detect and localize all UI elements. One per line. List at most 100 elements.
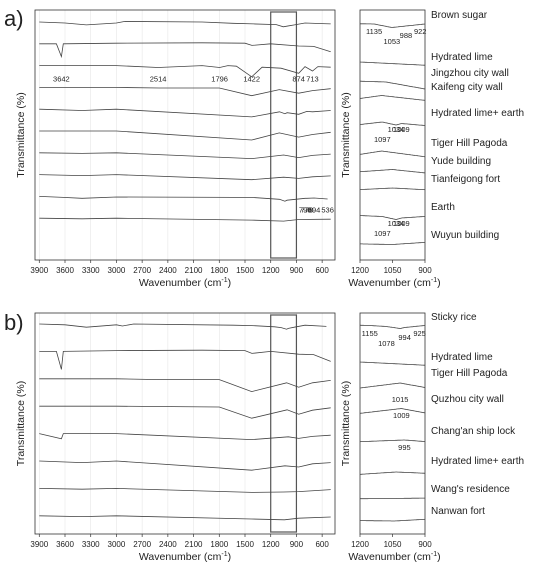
series-line (39, 174, 331, 181)
y-axis-label: Transmittance (%) (15, 381, 27, 466)
series-name-label: Jingzhou city wall (431, 68, 509, 79)
x-axis-label: Wavenumber (cm-1) (139, 551, 231, 563)
inset-series-line (359, 382, 426, 389)
peak-label: 874 (292, 75, 305, 84)
series-line (39, 130, 331, 141)
inset-series-line (360, 80, 426, 90)
series-line (39, 152, 331, 160)
x-tick-label: 1200 (262, 266, 280, 275)
series-line (39, 378, 331, 393)
x-tick-label: 600 (315, 266, 329, 275)
series-name-label: Tiger Hill Pagoda (431, 368, 508, 379)
inset-series-line (359, 361, 425, 366)
inset-x-axis-label: Wavenumber (cm-1) (348, 551, 440, 563)
series-name-label: Hydrated lime (431, 52, 493, 63)
inset-peak-label: 1135 (366, 27, 382, 36)
series-line (39, 460, 331, 471)
inset-peak-label: 1034 (388, 125, 405, 134)
inset-peak-label: 1078 (378, 339, 395, 348)
panel-label: a) (4, 6, 24, 31)
series-line (39, 433, 331, 441)
inset-y-axis-label: Transmittance (%) (340, 381, 352, 466)
inset-x-axis-label: Wavenumber (cm-1) (348, 277, 440, 289)
inset-peak-label: 922 (414, 27, 427, 36)
inset-y-axis-label: Transmittance (%) (340, 92, 352, 177)
chart-panel-1: b) 3900 3600 3300 3000 2700 2400 2100 1800 1500 12… (4, 310, 524, 563)
inset-peak-label: 1053 (384, 37, 401, 46)
series-line (39, 108, 331, 118)
peak-label: 1422 (243, 75, 260, 84)
inset-peak-label: 1009 (393, 411, 410, 420)
x-tick-label: 2700 (133, 540, 151, 549)
x-tick-label: 3900 (30, 266, 48, 275)
inset-x-tick-label: 1200 (351, 266, 369, 275)
x-axis-label: Wavenumber (cm-1) (139, 277, 231, 289)
x-tick-label: 900 (290, 266, 304, 275)
series-line (39, 65, 331, 78)
series-name-label: Kaifeng city wall (431, 82, 503, 93)
inset-series-line (359, 324, 426, 329)
inset-peak-label: 1097 (374, 135, 391, 144)
inset-series-line (359, 169, 426, 174)
series-name-label: Quzhou city wall (431, 394, 504, 405)
series-name-label: Nanwan fort (431, 506, 485, 517)
x-tick-label: 2400 (159, 540, 177, 549)
series-name-label: Earth (431, 202, 455, 213)
series-name-label: Chang'an ship lock (431, 426, 516, 437)
series-name-label: Hydrated lime+ earth (431, 108, 524, 119)
series-line (39, 349, 331, 370)
peak-label: 2514 (150, 75, 167, 84)
series-name-label: Hydrated lime+ earth (431, 456, 524, 467)
inset-peak-label: 1015 (392, 395, 409, 404)
chart-panel-0: a) 3900 3600 3300 3000 2700 2400 2100 1800 1500 12… (4, 6, 524, 289)
plot-frame (34, 312, 336, 535)
series-line (39, 323, 327, 330)
series-line (39, 405, 331, 419)
inset-series-line (360, 518, 426, 522)
inset-x-tick-label: 1050 (384, 540, 402, 549)
x-tick-label: 3600 (56, 540, 74, 549)
x-tick-label: 1800 (210, 540, 228, 549)
y-axis-label: Transmittance (%) (15, 92, 27, 177)
peak-label: 1796 (211, 75, 228, 84)
series-name-label: Wuyun building (431, 230, 499, 241)
inset-series-line (360, 242, 425, 245)
inset-peak-label: 988 (400, 31, 413, 40)
peak-label: 694 (308, 205, 321, 214)
inset-series-line (359, 150, 426, 158)
series-line (39, 217, 331, 222)
peak-label: 536 (321, 205, 334, 214)
x-tick-label: 1200 (262, 540, 280, 549)
plot-frame (34, 9, 336, 261)
series-name-label: Tianfeigong fort (431, 174, 500, 185)
x-tick-label: 2700 (133, 266, 151, 275)
series-name-label: Brown sugar (431, 10, 488, 21)
x-tick-label: 1500 (236, 266, 254, 275)
series-line (39, 42, 331, 59)
x-tick-label: 3300 (82, 540, 100, 549)
series-name-label: Hydrated lime (431, 352, 493, 363)
series-name-label: Yude building (431, 156, 491, 167)
inset-peak-label: 1155 (362, 329, 378, 338)
peak-label: 713 (306, 75, 319, 84)
inset-x-tick-label: 900 (418, 540, 432, 549)
inset-peak-label: 1034 (388, 219, 405, 228)
inset-peak-label: 995 (398, 443, 411, 452)
peak-label: 798 (299, 205, 312, 214)
series-name-label: Wang's residence (431, 484, 510, 495)
peak-label: 3642 (53, 75, 70, 84)
inset-x-tick-label: 1050 (384, 266, 402, 275)
inset-series-line (359, 471, 426, 475)
inset-series-line (359, 95, 426, 101)
inset-series-line (359, 121, 426, 126)
series-line (39, 196, 328, 202)
x-tick-label: 3000 (108, 540, 126, 549)
inset-x-tick-label: 900 (418, 266, 432, 275)
inset-peak-label: 1097 (374, 229, 391, 238)
inset-series-line (360, 497, 425, 500)
x-tick-label: 2100 (185, 266, 203, 275)
inset-series-line (360, 23, 426, 28)
inset-peak-label: 1009 (393, 125, 410, 134)
series-name-label: Tiger Hill Pagoda (431, 138, 508, 149)
